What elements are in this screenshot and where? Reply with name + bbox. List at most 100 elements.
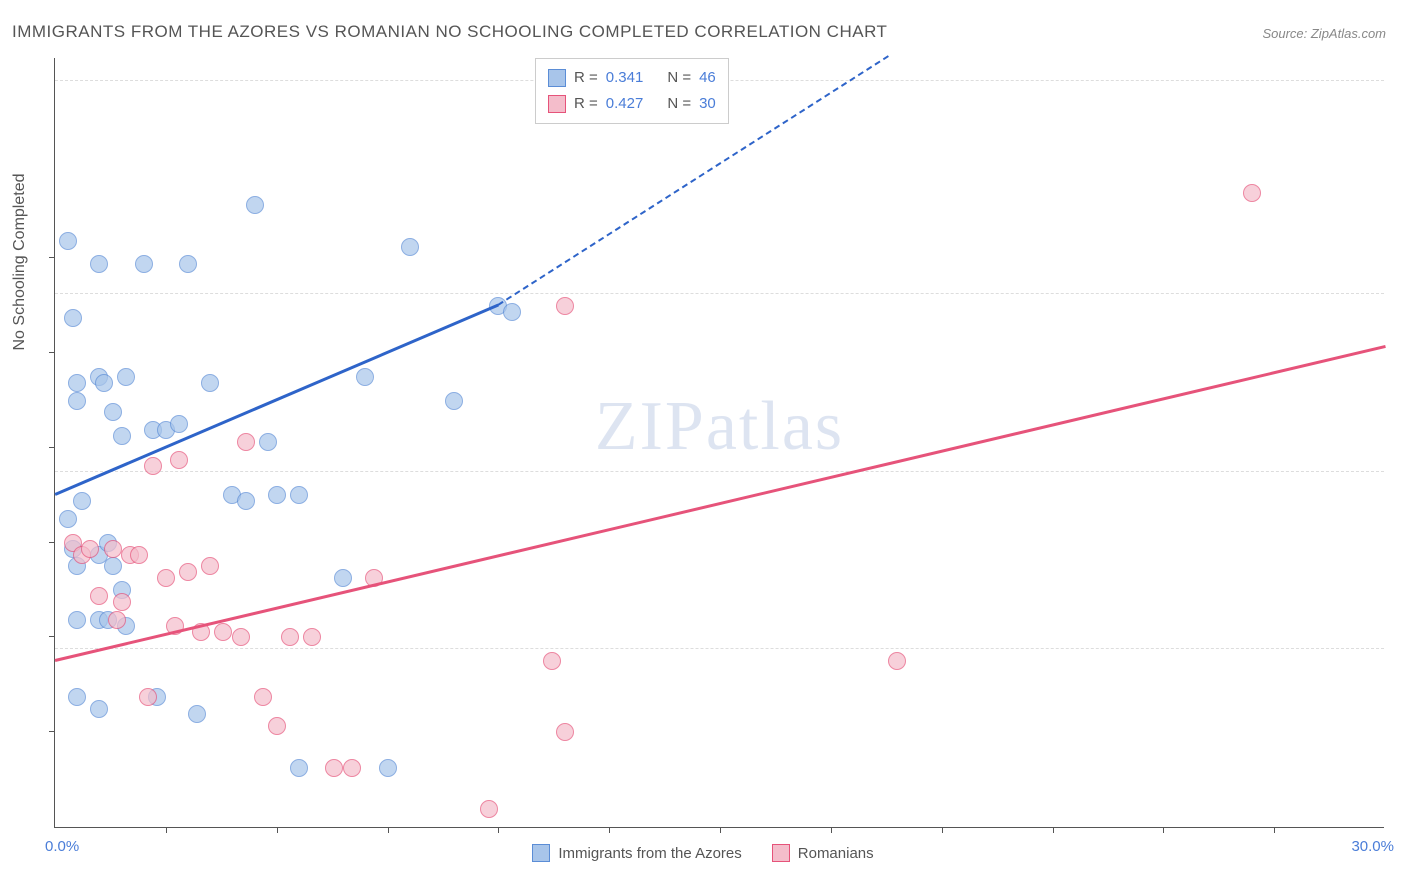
n-value-azores: 46: [699, 65, 716, 91]
data-point: [201, 374, 219, 392]
data-point: [201, 557, 219, 575]
y-axis-label: No Schooling Completed: [11, 174, 29, 351]
swatch-azores: [532, 844, 550, 862]
data-point: [556, 723, 574, 741]
data-point: [343, 759, 361, 777]
y-tick: [49, 542, 55, 543]
data-point: [59, 232, 77, 250]
data-point: [170, 451, 188, 469]
n-label: N =: [667, 91, 691, 117]
legend-row-romanians: R = 0.427 N = 30: [548, 91, 716, 117]
data-point: [556, 297, 574, 315]
data-point: [188, 705, 206, 723]
data-point: [254, 688, 272, 706]
data-point: [144, 457, 162, 475]
series-name-romanians: Romanians: [798, 845, 874, 862]
data-point: [130, 546, 148, 564]
data-point: [237, 433, 255, 451]
x-tick: [1053, 827, 1054, 833]
x-tick: [498, 827, 499, 833]
data-point: [179, 563, 197, 581]
data-point: [1243, 184, 1261, 202]
watermark: ZIPatlas: [595, 387, 844, 467]
x-tick: [388, 827, 389, 833]
data-point: [73, 492, 91, 510]
data-point: [68, 392, 86, 410]
data-point: [888, 652, 906, 670]
n-label: N =: [667, 65, 691, 91]
y-tick: [49, 447, 55, 448]
legend-item-romanians: Romanians: [772, 844, 874, 862]
n-value-romanians: 30: [699, 91, 716, 117]
data-point: [90, 700, 108, 718]
y-tick-label: 6.0%: [1392, 72, 1406, 89]
data-point: [237, 492, 255, 510]
data-point: [445, 392, 463, 410]
data-point: [108, 611, 126, 629]
y-tick-label: 1.5%: [1392, 641, 1406, 658]
data-point: [259, 433, 277, 451]
x-tick: [942, 827, 943, 833]
data-point: [59, 510, 77, 528]
y-tick: [49, 731, 55, 732]
data-point: [135, 255, 153, 273]
data-point: [95, 374, 113, 392]
y-tick: [49, 636, 55, 637]
r-value-azores: 0.341: [606, 65, 644, 91]
data-point: [303, 628, 321, 646]
x-tick: [277, 827, 278, 833]
y-tick-label: 4.5%: [1392, 285, 1406, 302]
x-tick: [720, 827, 721, 833]
data-point: [68, 374, 86, 392]
data-point: [281, 628, 299, 646]
data-point: [290, 759, 308, 777]
data-point: [268, 717, 286, 735]
scatter-plot-area: ZIPatlas 0.0% 30.0% 1.5%3.0%4.5%6.0%: [54, 58, 1384, 828]
data-point: [356, 368, 374, 386]
gridline-h: [55, 471, 1384, 472]
data-point: [379, 759, 397, 777]
x-tick: [166, 827, 167, 833]
data-point: [480, 800, 498, 818]
chart-title: IMMIGRANTS FROM THE AZORES VS ROMANIAN N…: [12, 22, 887, 42]
data-point: [543, 652, 561, 670]
data-point: [117, 368, 135, 386]
data-point: [104, 403, 122, 421]
data-point: [90, 587, 108, 605]
data-point: [113, 593, 131, 611]
y-tick: [49, 352, 55, 353]
data-point: [334, 569, 352, 587]
data-point: [246, 196, 264, 214]
x-tick: [831, 827, 832, 833]
x-tick: [1163, 827, 1164, 833]
legend-item-azores: Immigrants from the Azores: [532, 844, 741, 862]
gridline-h: [55, 293, 1384, 294]
series-legend: Immigrants from the Azores Romanians: [0, 844, 1406, 862]
data-point: [179, 255, 197, 273]
data-point: [503, 303, 521, 321]
trend-line: [55, 303, 499, 495]
swatch-romanians: [772, 844, 790, 862]
data-point: [170, 415, 188, 433]
data-point: [268, 486, 286, 504]
data-point: [290, 486, 308, 504]
x-tick: [609, 827, 610, 833]
data-point: [113, 427, 131, 445]
source-attribution: Source: ZipAtlas.com: [1262, 26, 1386, 41]
data-point: [214, 623, 232, 641]
legend-row-azores: R = 0.341 N = 46: [548, 65, 716, 91]
y-tick: [49, 257, 55, 258]
data-point: [157, 569, 175, 587]
data-point: [401, 238, 419, 256]
swatch-azores: [548, 69, 566, 87]
r-value-romanians: 0.427: [606, 91, 644, 117]
data-point: [64, 309, 82, 327]
swatch-romanians: [548, 95, 566, 113]
data-point: [139, 688, 157, 706]
data-point: [232, 628, 250, 646]
series-name-azores: Immigrants from the Azores: [558, 845, 741, 862]
r-label: R =: [574, 91, 598, 117]
r-label: R =: [574, 65, 598, 91]
data-point: [68, 611, 86, 629]
x-tick: [1274, 827, 1275, 833]
